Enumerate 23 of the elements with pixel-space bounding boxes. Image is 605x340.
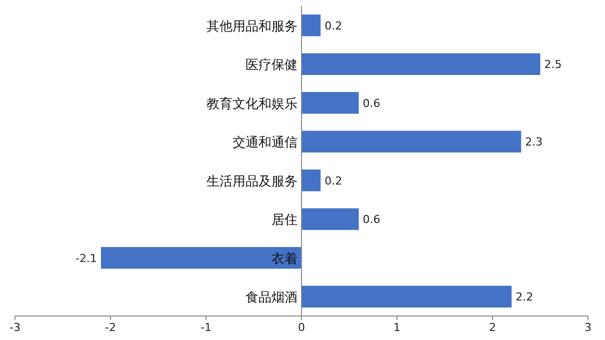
data-label: -2.1 [75,252,97,265]
y-tick-label: 衣着 [272,250,298,267]
x-tick-label: -1 [200,321,212,334]
data-label: 0.6 [362,96,380,110]
x-tick-label: 2 [489,321,496,334]
y-tick-label: 医疗保健 [246,58,298,74]
x-tick-label: 0 [298,321,305,334]
x-tick-label: 3 [584,321,592,334]
data-label: 2.2 [516,290,534,304]
x-tick-label: -3 [10,321,20,334]
x-tick-label: 1 [394,321,400,334]
data-label: 2.5 [544,58,562,72]
y-tick-label: 食品烟酒 [246,290,298,306]
data-label: 0.6 [362,213,380,226]
y-tick-label: 教育文化和娱乐 [206,96,298,112]
y-tick-label: 生活用品及服务 [206,174,298,190]
x-tick-label: -2 [105,321,116,334]
data-label: 2.3 [525,136,543,149]
data-label: 0.2 [324,174,342,188]
y-tick-label: 交通和通信 [232,134,298,151]
y-tick-label: 其他用品和服务 [206,19,298,34]
y-tick-label: 居住 [272,213,298,228]
data-label: 0.2 [324,19,342,32]
